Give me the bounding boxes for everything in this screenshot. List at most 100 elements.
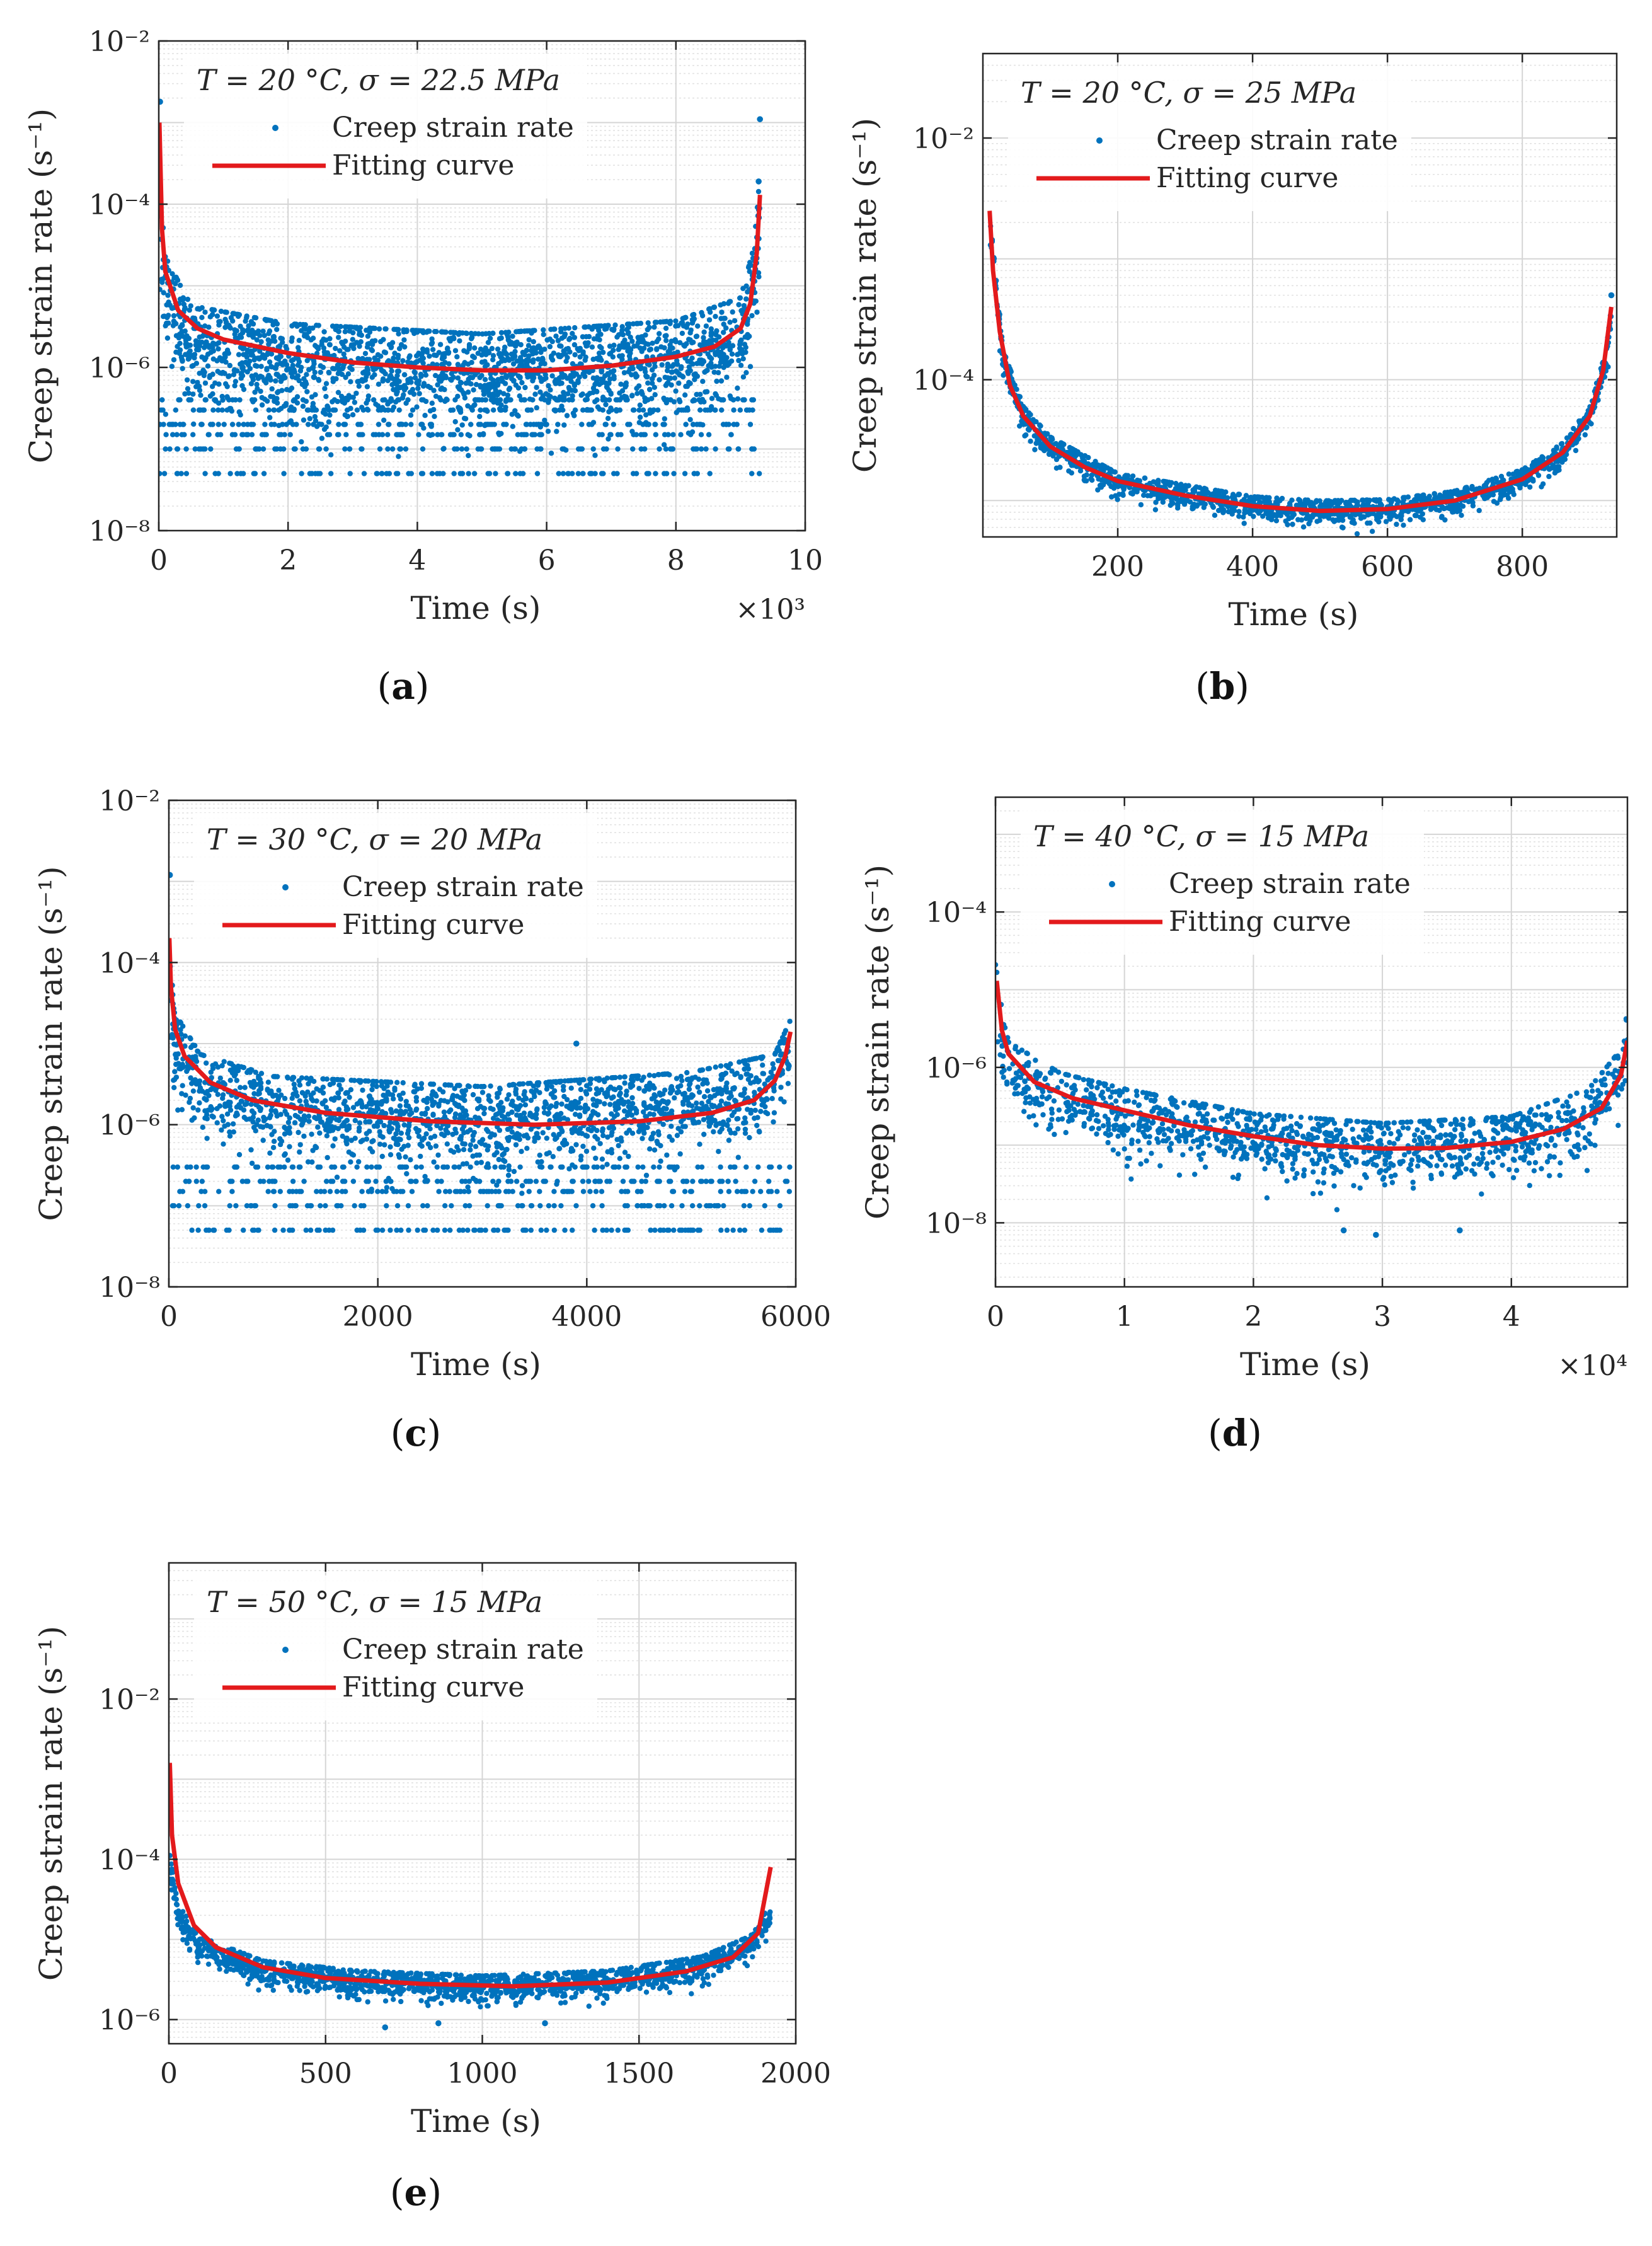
data-point	[459, 446, 464, 451]
data-point	[1433, 495, 1438, 500]
data-point	[397, 346, 402, 351]
data-point	[288, 432, 293, 437]
data-point	[468, 422, 473, 427]
data-point	[198, 408, 203, 413]
data-point	[420, 328, 425, 333]
data-point	[498, 431, 503, 436]
data-point	[1028, 439, 1033, 444]
data-point	[199, 315, 204, 320]
data-point	[382, 397, 387, 402]
data-point	[203, 397, 208, 402]
data-point	[510, 333, 515, 338]
data-point	[355, 356, 360, 361]
data-point	[448, 408, 453, 413]
y-tick-label: 10⁻⁴	[89, 189, 150, 221]
data-point	[258, 339, 263, 344]
data-point	[709, 404, 714, 409]
data-point	[583, 397, 588, 402]
data-point	[554, 429, 559, 434]
data-point	[426, 1141, 431, 1146]
data-point	[315, 1124, 320, 1129]
data-point	[580, 391, 585, 396]
data-point	[505, 471, 510, 476]
data-point	[519, 342, 524, 347]
data-point	[438, 387, 443, 392]
x-tick-label: 4	[408, 544, 426, 577]
data-point	[1120, 491, 1125, 496]
data-point	[420, 446, 425, 451]
data-point	[607, 376, 612, 381]
data-point	[178, 283, 183, 288]
data-point	[479, 360, 485, 365]
data-point	[513, 471, 518, 476]
data-point	[495, 347, 500, 352]
data-point	[750, 446, 755, 451]
data-point	[170, 422, 175, 427]
data-point	[605, 416, 611, 421]
data-point	[311, 359, 316, 364]
data-point	[1370, 529, 1375, 534]
data-point	[532, 391, 537, 396]
data-point	[643, 412, 648, 417]
data-point	[176, 397, 181, 402]
data-point	[514, 1178, 519, 1183]
data-point	[212, 381, 217, 386]
data-point	[202, 357, 207, 362]
data-point	[306, 422, 311, 427]
data-point	[208, 314, 213, 320]
data-point	[325, 1155, 330, 1160]
data-point	[182, 305, 187, 310]
data-point	[279, 388, 284, 393]
data-point	[622, 1080, 627, 1085]
data-point	[289, 338, 294, 343]
data-point	[309, 394, 314, 400]
data-point	[537, 389, 542, 394]
data-point	[432, 414, 437, 419]
data-point	[401, 392, 406, 397]
data-point	[1057, 464, 1062, 469]
data-point	[263, 317, 268, 322]
data-point	[735, 396, 740, 401]
data-point	[663, 326, 668, 331]
data-point	[1035, 437, 1040, 442]
data-point	[589, 408, 594, 413]
data-point	[697, 1090, 702, 1095]
data-point	[1311, 503, 1316, 508]
data-point	[1128, 490, 1133, 495]
data-point	[171, 357, 176, 362]
data-point	[565, 471, 570, 476]
data-point	[663, 446, 668, 451]
data-point	[1274, 495, 1279, 500]
data-point	[258, 389, 263, 394]
data-point	[185, 1203, 190, 1208]
data-point	[562, 1228, 567, 1233]
data-point	[638, 403, 643, 408]
data-point	[186, 397, 192, 402]
data-point	[202, 323, 207, 328]
data-point	[401, 337, 406, 342]
data-point	[708, 309, 713, 314]
data-point	[428, 422, 433, 427]
data-point	[634, 391, 640, 396]
data-point	[1153, 507, 1158, 512]
data-point	[574, 371, 579, 376]
data-point	[638, 432, 643, 437]
data-point	[249, 422, 254, 427]
data-point	[697, 422, 702, 427]
data-point	[403, 1155, 408, 1160]
data-point	[217, 355, 222, 360]
data-point	[567, 336, 572, 341]
data-point	[394, 1080, 399, 1085]
data-point	[238, 362, 243, 367]
data-point	[1365, 521, 1370, 526]
data-point	[252, 397, 257, 402]
data-point	[181, 295, 186, 300]
data-point	[319, 342, 324, 347]
data-point	[394, 391, 399, 396]
data-point	[622, 338, 627, 343]
data-point	[215, 408, 221, 413]
data-point	[1556, 468, 1561, 473]
data-point	[299, 439, 304, 444]
data-point	[326, 419, 331, 424]
